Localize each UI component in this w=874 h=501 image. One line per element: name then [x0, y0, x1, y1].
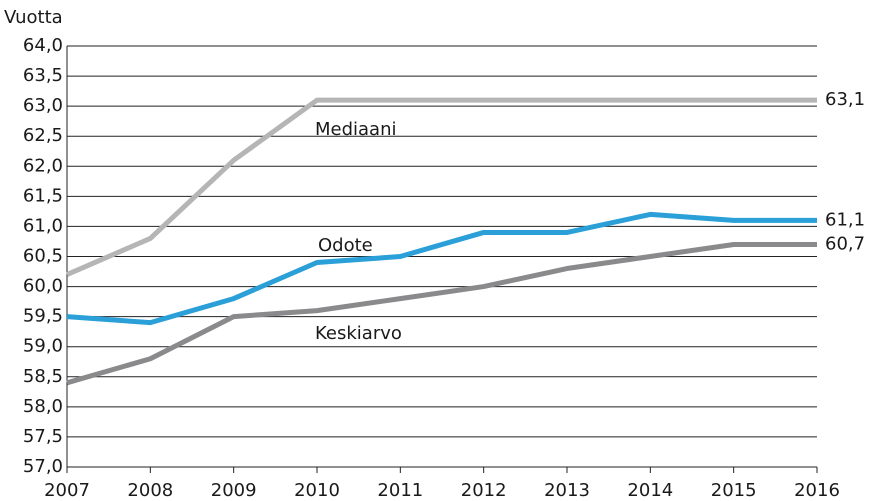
series-label: Keskiarvo [315, 323, 402, 344]
y-tick-label: 57,0 [23, 456, 63, 477]
y-tick-label: 64,0 [23, 35, 63, 56]
x-tick-label: 2008 [127, 480, 173, 501]
x-tick-label: 2015 [711, 480, 757, 501]
y-tick-label: 63,0 [23, 95, 63, 116]
value-label: 60,7 [825, 233, 865, 254]
y-tick-label: 58,0 [23, 396, 63, 417]
y-tick-label: 57,5 [23, 426, 63, 447]
y-tick-label: 60,0 [23, 276, 63, 297]
series-label: Odote [318, 235, 373, 256]
y-tick-label: 60,5 [23, 246, 63, 267]
series-line [66, 97, 817, 277]
value-label: 63,1 [825, 89, 865, 110]
y-tick-label: 58,5 [23, 366, 63, 387]
y-tick-label: 62,0 [23, 155, 63, 176]
x-tick-label: 2013 [544, 480, 590, 501]
series-label: Mediaani [315, 119, 397, 140]
y-tick-label: 59,5 [23, 306, 63, 327]
x-tick-label: 2007 [44, 480, 90, 501]
x-tick-label: 2011 [377, 480, 423, 501]
y-tick-label: 61,5 [23, 185, 63, 206]
x-tick-label: 2012 [461, 480, 507, 501]
y-tick-label: 61,0 [23, 215, 63, 236]
value-label: 61,1 [825, 209, 865, 230]
x-tick-label: 2014 [627, 480, 673, 501]
x-tick-label: 2010 [294, 480, 340, 501]
y-tick-label: 59,0 [23, 336, 63, 357]
series-line [66, 241, 817, 386]
y-tick-label: 62,5 [23, 125, 63, 146]
x-tick-label: 2009 [211, 480, 257, 501]
y-axis-label: Vuotta [4, 7, 63, 28]
x-tick-label: 2016 [794, 480, 840, 501]
y-tick-label: 63,5 [23, 65, 63, 86]
series-line [66, 211, 817, 326]
